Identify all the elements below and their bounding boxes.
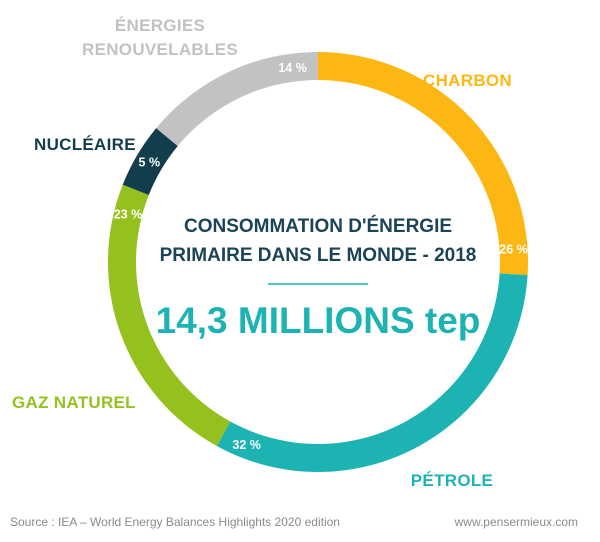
category-label-1-line-0: PÉTROLE [411, 471, 493, 490]
website-link[interactable]: www.pensermieux.com [454, 515, 578, 529]
slice-3 [122, 128, 178, 196]
category-label-3-line-0: NUCLÉAIRE [34, 135, 136, 154]
slice-0 [318, 52, 529, 276]
percent-label-1: 32 % [232, 438, 261, 452]
category-label-4-line-1: RENOUVELABLES [82, 40, 238, 59]
chart-title-line-1: CONSOMMATION D'ÉNERGIE [184, 215, 452, 237]
source-note: Source : IEA – World Energy Balances Hig… [10, 515, 340, 529]
category-label-0-line-0: CHARBON [423, 71, 512, 90]
percent-labels: 26 % 32 % 23 % 5 % 14 % [114, 61, 528, 452]
category-label-4-line-0: ÉNERGIES [115, 16, 205, 35]
slice-1 [216, 273, 528, 472]
total-value: 14,3 MILLIONS tep [156, 300, 481, 341]
slice-2 [108, 184, 231, 447]
category-labels: CHARBON PÉTROLE GAZ NATUREL NUCLÉAIRE ÉNERGI… [12, 16, 512, 490]
percent-label-3: 5 % [139, 156, 161, 170]
percent-label-4: 14 % [278, 61, 307, 75]
donut-ring [108, 52, 529, 472]
category-label-2-line-0: GAZ NATUREL [12, 393, 136, 412]
percent-label-2: 23 % [114, 208, 143, 222]
chart-title-line-2: PRIMAIRE DANS LE MONDE - 2018 [160, 245, 477, 266]
percent-label-0: 26 % [499, 242, 528, 256]
slice-4 [156, 52, 318, 146]
